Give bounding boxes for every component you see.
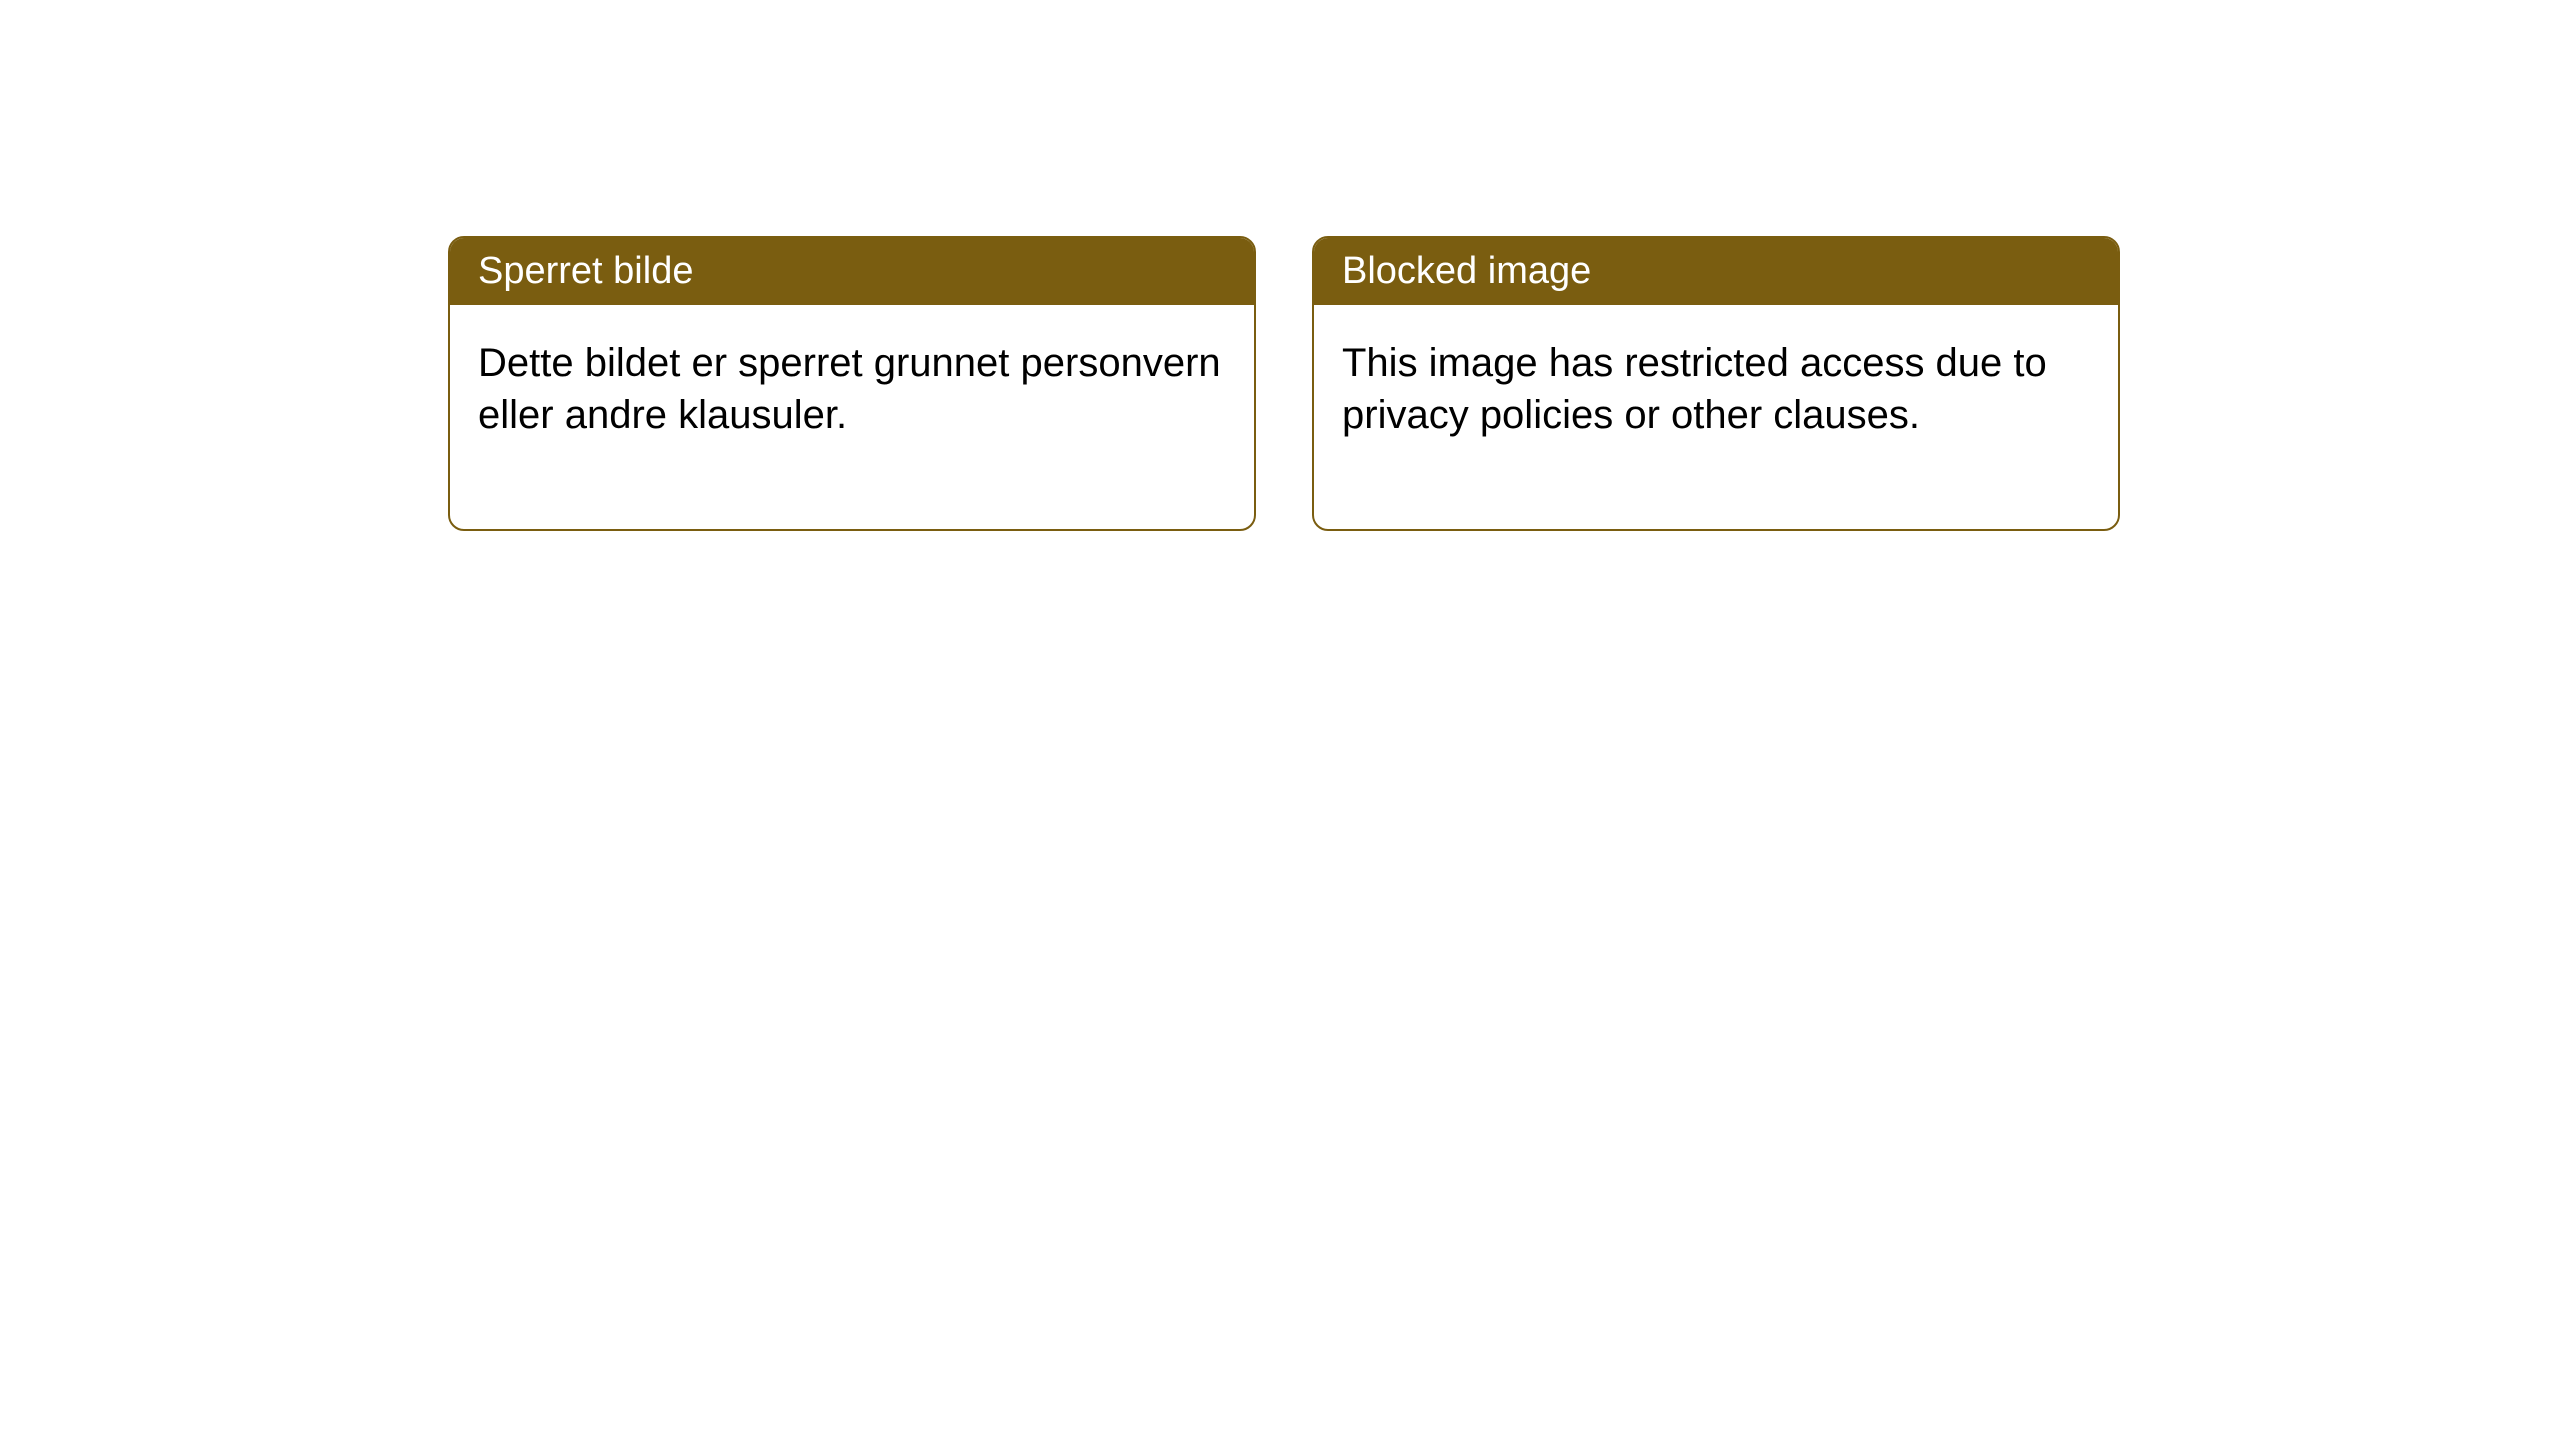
- notice-container: Sperret bilde Dette bildet er sperret gr…: [0, 0, 2560, 531]
- notice-header: Sperret bilde: [450, 238, 1254, 305]
- notice-card-english: Blocked image This image has restricted …: [1312, 236, 2120, 531]
- notice-body: This image has restricted access due to …: [1314, 305, 2118, 529]
- notice-header: Blocked image: [1314, 238, 2118, 305]
- notice-body: Dette bildet er sperret grunnet personve…: [450, 305, 1254, 529]
- notice-card-norwegian: Sperret bilde Dette bildet er sperret gr…: [448, 236, 1256, 531]
